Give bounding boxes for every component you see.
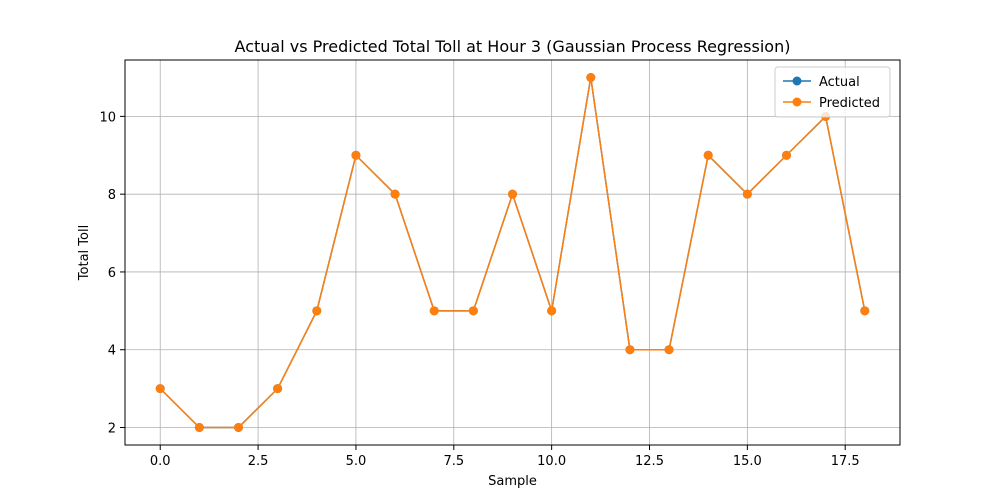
- legend-box: [774, 66, 891, 118]
- series-line-actual: [159, 77, 866, 429]
- data-point-predicted: [586, 73, 596, 82]
- data-point-predicted: [234, 423, 244, 432]
- data-point-predicted: [742, 189, 752, 199]
- x-tick-label: 15.0: [733, 454, 762, 469]
- y-axis-label: Total Toll: [77, 225, 92, 281]
- y-tick-label: 6: [108, 266, 116, 281]
- data-point-predicted: [273, 384, 283, 394]
- plot-frame: [124, 59, 901, 446]
- legend-marker-predicted: [792, 97, 802, 107]
- data-point-predicted: [781, 150, 791, 160]
- legend-label-predicted: Predicted: [819, 96, 880, 111]
- x-axis-label: Sample: [488, 474, 537, 489]
- x-tick-label: 12.5: [635, 454, 664, 469]
- ticks: 0.0 2.5 5.0 7.5 10.0 12.5 15.0 17.5 2 4 6 8 10: [99, 110, 859, 469]
- data-point-predicted: [703, 150, 713, 160]
- data-point-predicted: [468, 306, 478, 316]
- x-tick-label: 0.0: [150, 454, 171, 469]
- legend-marker-actual: [792, 76, 802, 86]
- data-point-predicted: [155, 384, 165, 394]
- legend-label-actual: Actual: [819, 75, 860, 90]
- grid: [125, 60, 900, 445]
- y-tick-label: 2: [108, 422, 116, 437]
- data-point-predicted: [351, 150, 361, 160]
- legend: Actual Predicted: [774, 66, 891, 118]
- x-tick-label: 5.0: [346, 454, 367, 469]
- x-tick-label: 17.5: [831, 454, 860, 469]
- y-tick-label: 10: [99, 110, 116, 125]
- data-point-predicted: [390, 189, 400, 199]
- x-tick-label: 10.0: [537, 454, 566, 469]
- series-line-predicted: [159, 77, 866, 429]
- data-point-predicted: [194, 423, 204, 432]
- data-point-predicted: [664, 345, 674, 355]
- chart-title: Actual vs Predicted Total Toll at Hour 3…: [235, 37, 791, 56]
- y-tick-label: 8: [108, 188, 116, 203]
- series-layer: [155, 73, 870, 432]
- data-point-predicted: [429, 306, 439, 316]
- x-tick-label: 2.5: [248, 454, 269, 469]
- y-tick-label: 4: [108, 344, 116, 359]
- data-point-predicted: [860, 306, 870, 316]
- data-point-predicted: [312, 306, 322, 316]
- data-point-predicted: [547, 306, 557, 316]
- data-point-predicted: [508, 189, 517, 199]
- data-point-predicted: [625, 345, 635, 355]
- x-tick-label: 7.5: [443, 454, 464, 469]
